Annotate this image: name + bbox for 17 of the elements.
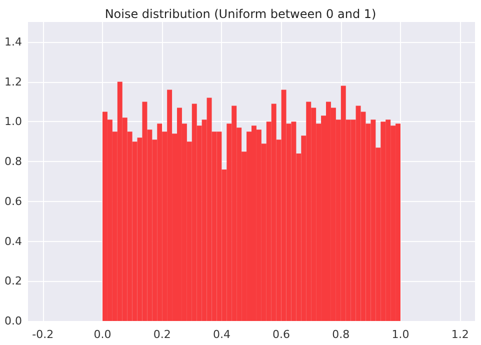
x-tick-label: 0.0 bbox=[94, 328, 112, 341]
y-tick-label: 0.0 bbox=[4, 314, 22, 328]
x-tick-label: 0.8 bbox=[332, 328, 350, 341]
x-tick-label: -0.2 bbox=[32, 328, 54, 341]
x-tick-label: 0.4 bbox=[212, 328, 230, 341]
y-tick-label: 1.4 bbox=[4, 35, 22, 48]
x-tick-label: 0.2 bbox=[153, 328, 171, 341]
y-tick-label: 1.0 bbox=[4, 115, 22, 128]
y-tick-label: 0.2 bbox=[4, 274, 22, 288]
y-tick-label: 0.8 bbox=[4, 155, 22, 168]
x-tick-label: 1.2 bbox=[451, 328, 469, 341]
y-tick-label: 0.4 bbox=[4, 234, 22, 248]
chart-title: Noise distribution (Uniform between 0 and 1) bbox=[104, 7, 376, 21]
y-tick-label: 0.6 bbox=[4, 194, 22, 208]
x-tick-label: 1.0 bbox=[392, 328, 410, 341]
x-tick-label: 0.6 bbox=[272, 328, 290, 341]
y-tick-label: 1.2 bbox=[4, 75, 22, 88]
